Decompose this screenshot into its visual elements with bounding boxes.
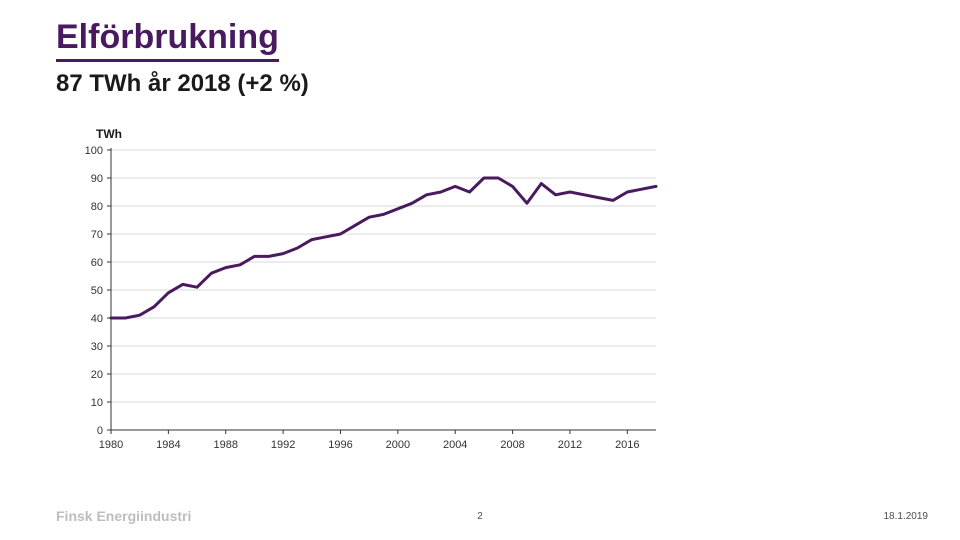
svg-text:50: 50 (91, 285, 103, 297)
slide-subtitle: 87 TWh år 2018 (+2 %) (56, 70, 309, 98)
svg-text:1992: 1992 (271, 439, 295, 451)
svg-text:70: 70 (91, 229, 103, 241)
svg-text:0: 0 (97, 425, 103, 437)
twh-line-chart: TWh 0 10 20 30 40 50 60 70 80 90 100 1980 1984 1988 199… (56, 120, 671, 465)
svg-text:30: 30 (91, 341, 103, 353)
svg-text:2016: 2016 (615, 439, 639, 451)
footer-organization: Finsk Energiindustri (56, 508, 191, 524)
svg-text:90: 90 (91, 173, 103, 185)
svg-text:1984: 1984 (156, 439, 180, 451)
svg-text:1988: 1988 (213, 439, 237, 451)
footer-date: 18.1.2019 (884, 511, 929, 522)
svg-text:TWh: TWh (96, 127, 122, 141)
svg-text:60: 60 (91, 257, 103, 269)
svg-text:2000: 2000 (386, 439, 410, 451)
footer-page-number: 2 (477, 511, 483, 522)
svg-text:10: 10 (91, 397, 103, 409)
svg-text:20: 20 (91, 369, 103, 381)
svg-text:40: 40 (91, 313, 103, 325)
slide: { "header": { "title": "Elförbrukning", … (0, 0, 960, 540)
slide-title: Elförbrukning (56, 18, 279, 62)
chart-svg: TWh 0 10 20 30 40 50 60 70 80 90 100 1980 1984 1988 199… (56, 120, 671, 460)
svg-text:2008: 2008 (500, 439, 524, 451)
svg-text:2004: 2004 (443, 439, 467, 451)
svg-text:80: 80 (91, 201, 103, 213)
svg-text:100: 100 (85, 145, 103, 157)
svg-text:1980: 1980 (99, 439, 123, 451)
svg-text:2012: 2012 (558, 439, 582, 451)
svg-text:1996: 1996 (328, 439, 352, 451)
